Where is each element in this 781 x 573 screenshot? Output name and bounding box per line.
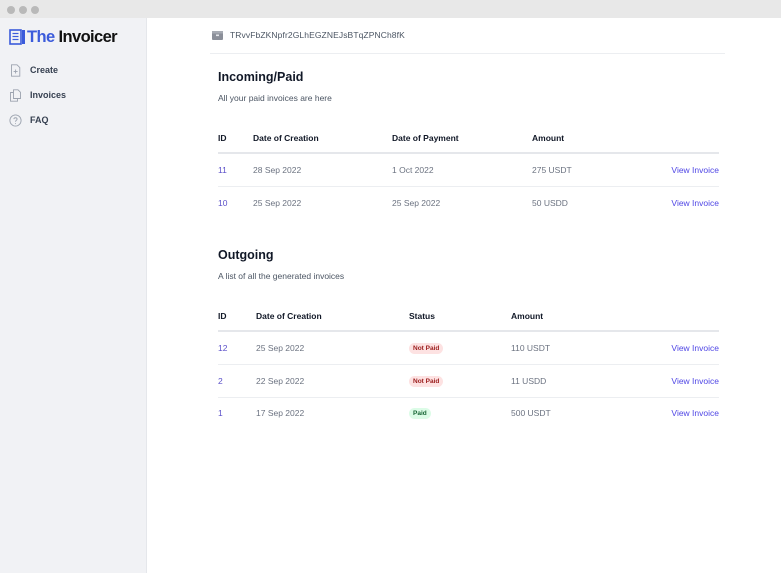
- status-badge: Not Paid: [409, 376, 444, 387]
- column-header-id: ID: [218, 311, 227, 321]
- status-badge: Paid: [409, 408, 431, 419]
- column-header-amount: Amount: [532, 133, 565, 143]
- column-header-id: ID: [218, 133, 227, 143]
- amount: 275 USDT: [532, 165, 572, 175]
- column-header-date-created: Date of Creation: [253, 133, 319, 143]
- documents-icon: [10, 88, 21, 102]
- app-logo[interactable]: The Invoicer: [9, 28, 118, 46]
- column-header-date-payment: Date of Payment: [392, 133, 459, 143]
- sidebar-item-faq[interactable]: FAQ: [9, 110, 49, 130]
- view-invoice-link[interactable]: View Invoice: [671, 198, 719, 208]
- outgoing-section-title: Outgoing: [218, 248, 274, 262]
- close-window-button[interactable]: [7, 6, 15, 14]
- date-created: 22 Sep 2022: [256, 376, 305, 386]
- incoming-section-subtitle: All your paid invoices are here: [218, 93, 332, 103]
- amount: 11 USDD: [511, 376, 547, 386]
- minimize-window-button[interactable]: [19, 6, 27, 14]
- column-header-date-created: Date of Creation: [256, 311, 322, 321]
- invoice-id[interactable]: 1: [218, 408, 223, 418]
- amount: 110 USDT: [511, 343, 551, 353]
- invoice-id[interactable]: 10: [218, 198, 228, 208]
- account-address-bar: TRvvFbZKNpfr2GLhEGZNEJsBTqZPNCh8fK: [212, 30, 405, 40]
- question-circle-icon: [9, 113, 22, 127]
- column-header-status: Status: [409, 311, 435, 321]
- sidebar-item-label: FAQ: [30, 115, 49, 125]
- invoice-id[interactable]: 2: [218, 376, 223, 386]
- sidebar-item-invoices[interactable]: Invoices: [9, 85, 66, 105]
- date-created: 17 Sep 2022: [256, 408, 305, 418]
- sidebar-item-label: Invoices: [30, 90, 67, 100]
- header-divider: [210, 53, 725, 54]
- title-bar: [0, 0, 781, 18]
- main-content: TRvvFbZKNpfr2GLhEGZNEJsBTqZPNCh8fK Incom…: [148, 18, 781, 573]
- invoice-id[interactable]: 11: [218, 165, 227, 175]
- view-invoice-link[interactable]: View Invoice: [671, 343, 719, 353]
- column-header-amount: Amount: [511, 311, 544, 321]
- sidebar: The Invoicer Create Invoices FAQ: [0, 18, 147, 573]
- view-invoice-link[interactable]: View Invoice: [671, 376, 719, 386]
- invoice-id[interactable]: 12: [218, 343, 228, 353]
- wallet-icon: [212, 30, 223, 40]
- row-divider: [218, 186, 719, 187]
- row-divider: [218, 364, 719, 365]
- maximize-window-button[interactable]: [31, 6, 39, 14]
- amount: 50 USDD: [532, 198, 568, 208]
- view-invoice-link[interactable]: View Invoice: [671, 408, 719, 418]
- date-payment: 25 Sep 2022: [392, 198, 441, 208]
- date-created: 25 Sep 2022: [256, 343, 305, 353]
- view-invoice-link[interactable]: View Invoice: [671, 165, 719, 175]
- account-address: TRvvFbZKNpfr2GLhEGZNEJsBTqZPNCh8fK: [230, 30, 405, 40]
- date-payment: 1 Oct 2022: [392, 165, 434, 175]
- table-header-divider: [218, 152, 719, 154]
- date-created: 25 Sep 2022: [253, 198, 302, 208]
- status-badge: Not Paid: [409, 343, 444, 354]
- sidebar-item-create[interactable]: Create: [9, 60, 58, 80]
- app-name: The Invoicer: [27, 28, 118, 46]
- row-divider: [218, 397, 719, 398]
- sidebar-item-label: Create: [30, 65, 59, 75]
- table-header-divider: [218, 330, 719, 332]
- date-created: 28 Sep 2022: [253, 165, 302, 175]
- file-plus-icon: [11, 63, 21, 77]
- amount: 500 USDT: [511, 408, 551, 418]
- outgoing-section-subtitle: A list of all the generated invoices: [218, 271, 345, 281]
- incoming-section-title: Incoming/Paid: [218, 70, 304, 84]
- document-logo-icon: [9, 29, 25, 45]
